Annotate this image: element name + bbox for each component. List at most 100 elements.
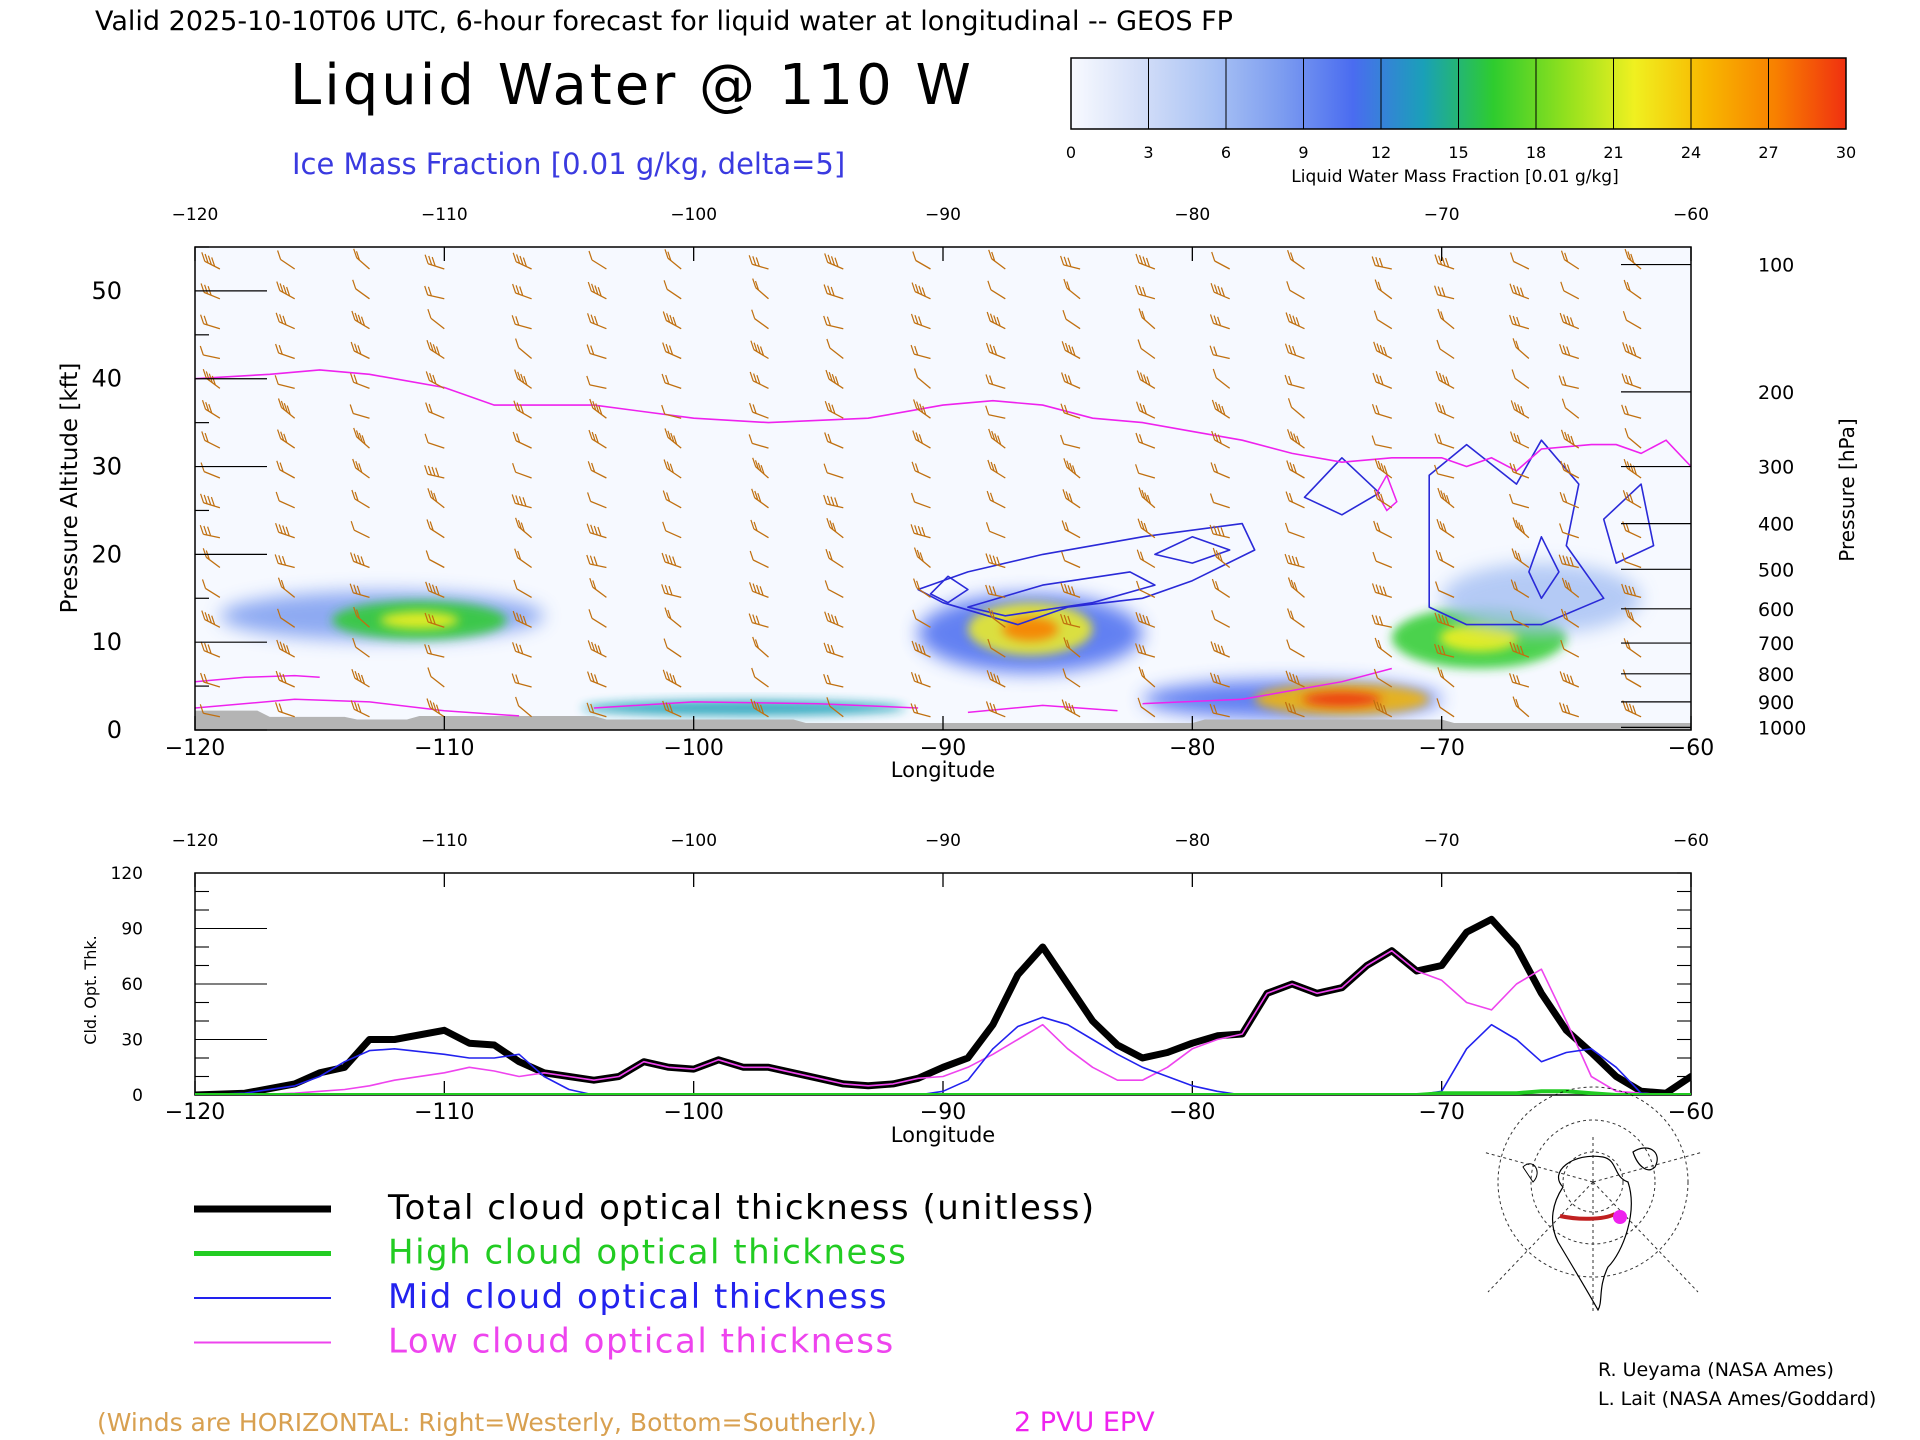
credit-line-2: L. Lait (NASA Ames/Goddard): [1598, 1388, 1876, 1410]
wind-barb-icon: [512, 283, 532, 300]
wind-barb-icon: [1560, 281, 1580, 300]
wind-barb-icon: [1622, 490, 1642, 509]
wind-barb-icon: [1435, 371, 1455, 389]
colorbar-ticks: 0 3 6 9 12 15 18 21 24 27 30: [1066, 143, 1856, 162]
wind-barb-icon: [1209, 672, 1230, 688]
wind-barb-icon: [425, 581, 445, 598]
y-tick-label: 0: [132, 1086, 143, 1106]
wind-barb-icon: [427, 488, 445, 509]
epv-low-line: [195, 698, 520, 717]
wind-barb-icon: [1060, 403, 1081, 419]
wind-barb-icon: [823, 315, 844, 330]
wind-barb-icon: [750, 340, 769, 360]
x-tick-label: −60: [1668, 1100, 1714, 1125]
colorbar-tick-label: 27: [1758, 143, 1778, 162]
y-tick-label: 50: [91, 277, 122, 305]
y-tick-label: 0: [107, 716, 122, 744]
wind-barb-icon: [1209, 524, 1230, 539]
wind-barb-icon: [663, 280, 682, 300]
wind-barb-icon: [352, 637, 370, 658]
wind-barb-icon: [1211, 399, 1231, 419]
wind-barb-icon: [1137, 339, 1156, 360]
wind-barb-icon: [1560, 639, 1580, 658]
wind-barb-icon: [985, 584, 1006, 599]
wind-barb-icon: [1434, 612, 1455, 628]
wind-barb-icon: [662, 342, 682, 360]
wind-barb-icon: [662, 700, 682, 718]
x-tick-label-top: −90: [925, 205, 961, 225]
colorbar-tick-label: 21: [1603, 143, 1623, 162]
wind-barb-icon: [750, 698, 769, 718]
x-tick-label: −80: [1169, 1100, 1215, 1125]
wind-barb-icon: [1061, 372, 1081, 389]
colorbar-tick-label: 0: [1066, 143, 1076, 162]
wind-barb-icon: [349, 583, 370, 599]
wind-barb-icon: [912, 430, 931, 449]
wind-barb-icon: [1509, 462, 1530, 479]
wind-barb-icon: [1371, 435, 1392, 449]
wind-barb-icon: [1436, 339, 1455, 360]
liquid-water-core: [1302, 692, 1382, 707]
wind-barb-icon: [1209, 345, 1230, 360]
wind-barb-icon: [662, 669, 682, 688]
wind-barb-icon: [201, 252, 221, 270]
wind-barb-icon: [275, 343, 295, 360]
wind-barb-icon: [1374, 637, 1393, 658]
wind-barb-icon: [275, 491, 295, 509]
wind-barb-icon: [1063, 637, 1081, 658]
wind-barb-icon: [1060, 582, 1081, 599]
wind-barb-icon: [1210, 283, 1230, 300]
wind-barb-icon: [586, 523, 607, 539]
wind-barb-icon: [277, 577, 296, 598]
bottom-xlabel: Longitude: [891, 1123, 995, 1147]
wind-barb-icon: [427, 309, 445, 330]
wind-barb-icon: [351, 489, 370, 509]
wind-barb-icon: [910, 524, 931, 539]
wind-barb-icon: [350, 552, 370, 569]
x-tick-label-top: −90: [925, 831, 961, 851]
wind-barb-icon: [512, 252, 532, 270]
wind-barb-icon: [1373, 310, 1393, 330]
wind-barb-icon: [986, 490, 1006, 509]
wind-barb-icon: [424, 612, 445, 628]
winds-note: (Winds are HORIZONTAL: Right=Westerly, B…: [97, 1408, 877, 1437]
wind-barb-icon: [985, 522, 1006, 539]
wind-barb-icon: [200, 493, 221, 509]
wind-barb-icon: [1284, 522, 1305, 539]
x-tick-label: −60: [1668, 736, 1714, 761]
x-tick-label: −90: [920, 736, 966, 761]
wind-barb-icon: [1211, 251, 1231, 270]
ice-contour: [1154, 535, 1231, 564]
wind-barb-icon: [586, 344, 607, 360]
wind-barb-icon: [1371, 256, 1392, 270]
wind-barb-icon: [1621, 552, 1642, 569]
wind-barb-icon: [1136, 580, 1156, 598]
wind-barb-icon: [986, 311, 1006, 330]
wind-barb-icon: [199, 525, 221, 539]
wind-barb-icon: [1561, 577, 1580, 598]
wind-barb-icon: [1512, 517, 1530, 539]
wind-barb-icon: [1373, 341, 1393, 360]
wind-barb-icon: [1509, 641, 1530, 658]
wind-barb-icon: [1510, 610, 1530, 628]
wind-barb-icon: [664, 249, 682, 270]
wind-barb-icon: [1372, 551, 1393, 569]
wind-barb-icon: [1209, 314, 1230, 330]
wind-barb-icon: [1510, 400, 1530, 419]
wind-barb-icon: [1437, 667, 1455, 688]
wind-barb-icon: [1287, 577, 1305, 598]
colorbar-cells: [1070, 57, 1847, 130]
x-tick-label: −80: [1169, 736, 1215, 761]
wind-barb-icon: [513, 400, 532, 419]
optical-thickness-axes: −120 −120 −110 −110 −100 −100 −90 −90 −80 −80 −70 −…: [111, 831, 1715, 1125]
wind-barb-icon: [1138, 666, 1156, 688]
wind-barb-icon: [910, 344, 931, 360]
wind-barb-icon: [661, 584, 682, 599]
wind-barb-icon: [424, 285, 445, 300]
wind-barb-icon: [1621, 373, 1642, 390]
wind-barb-icon: [824, 432, 844, 449]
wind-barb-icon: [826, 338, 844, 360]
wind-barb-icon: [512, 610, 532, 628]
wind-barb-icon: [752, 457, 769, 479]
wind-barb-icon: [1560, 608, 1580, 628]
